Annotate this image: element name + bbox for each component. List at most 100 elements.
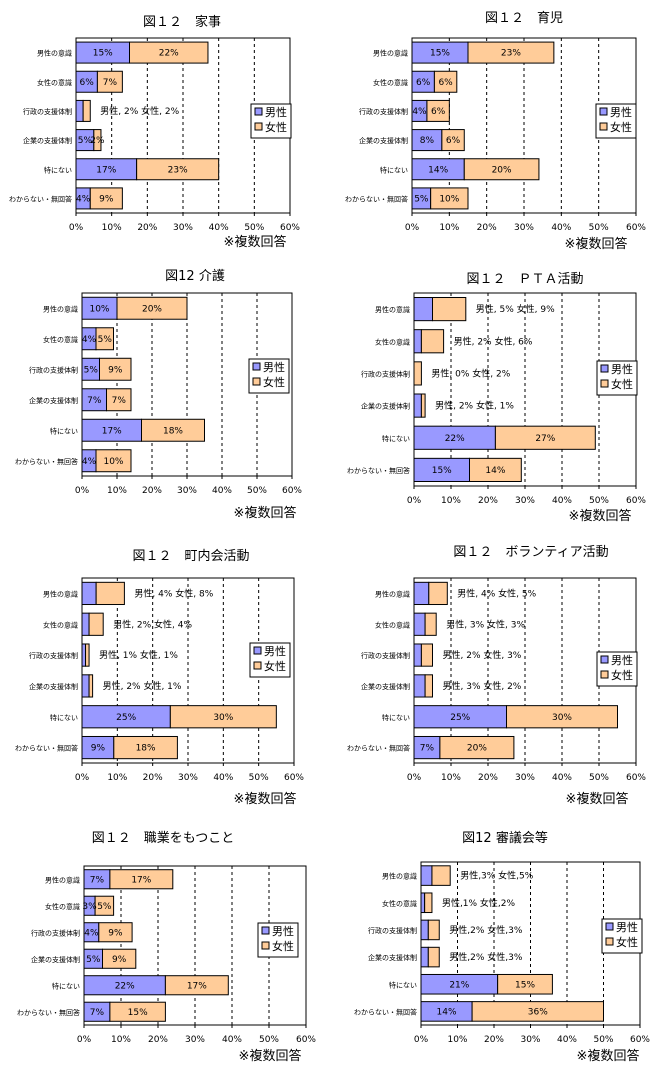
legend-label-male: 男性 bbox=[263, 360, 285, 374]
x-tick-label: 30% bbox=[185, 1035, 205, 1045]
x-tick-label: 60% bbox=[282, 486, 302, 496]
data-label-male: 15% bbox=[93, 49, 113, 59]
annotation-label: 男性, 1% 女性, 1% bbox=[99, 649, 178, 661]
bar-female bbox=[93, 129, 102, 152]
data-label-male: 22% bbox=[445, 434, 465, 444]
data-label-female: 6% bbox=[446, 136, 461, 146]
bar-female bbox=[96, 70, 123, 93]
legend-swatch-female bbox=[600, 670, 609, 679]
bar-female bbox=[141, 418, 205, 442]
bar-male bbox=[420, 865, 433, 886]
category-label: 女性の意識 bbox=[373, 78, 408, 87]
data-label-male: 14% bbox=[428, 165, 448, 175]
bar-male bbox=[413, 674, 426, 698]
data-label-female: 20% bbox=[467, 744, 487, 754]
category-label: わからない・無回答 bbox=[354, 1007, 417, 1016]
annotation-label: 男性, 0% 女性, 2% bbox=[431, 367, 510, 379]
x-tick-label: 20% bbox=[478, 773, 498, 783]
category-label: わからない・無回答 bbox=[15, 457, 78, 466]
legend-label-female: 女性 bbox=[263, 375, 285, 389]
bar-female bbox=[463, 158, 540, 181]
x-tick-label: 30% bbox=[520, 1035, 540, 1045]
category-label: 男性の意識 bbox=[375, 589, 410, 598]
category-label: 特にない bbox=[380, 165, 408, 174]
x-tick-label: 20% bbox=[143, 773, 163, 783]
multiple-answer-note: ※複数回答 bbox=[239, 1048, 302, 1064]
category-label: 女性の意識 bbox=[382, 899, 417, 908]
legend-label-male: 男性 bbox=[616, 920, 638, 934]
data-label-male: 9% bbox=[91, 744, 106, 754]
legend-swatch-female bbox=[261, 941, 270, 950]
category-label: 特にない bbox=[50, 713, 78, 722]
bar-male bbox=[413, 297, 433, 322]
legend-swatch-female bbox=[252, 377, 261, 386]
x-tick-label: 0% bbox=[405, 223, 420, 233]
category-label: 行政の支援体制 bbox=[23, 107, 72, 116]
bar-male bbox=[81, 581, 97, 606]
annotation-label: 男性,2% 女性,3% bbox=[449, 924, 523, 936]
category-label: 行政の支援体制 bbox=[31, 928, 80, 937]
data-label-male: 5% bbox=[414, 194, 429, 204]
bar-female bbox=[95, 581, 125, 606]
x-tick-label: 0% bbox=[414, 1035, 429, 1045]
bar-male bbox=[413, 612, 426, 636]
chart-panel: 図１２ ＰＴＡ活動 0% 10% 20% 30% 40% 50% 60% 男性の意識 男性, 5%… bbox=[347, 272, 646, 524]
category-label: 女性の意識 bbox=[375, 337, 410, 346]
legend-swatch-male bbox=[261, 926, 270, 935]
legend-label-male: 男性 bbox=[610, 105, 632, 119]
data-label-male: 4% bbox=[412, 107, 427, 117]
x-tick-label: 50% bbox=[249, 773, 269, 783]
x-tick-label: 60% bbox=[284, 773, 304, 783]
x-tick-label: 60% bbox=[626, 496, 646, 506]
x-tick-label: 50% bbox=[589, 223, 609, 233]
category-label: 行政の支援体制 bbox=[29, 365, 78, 374]
x-tick-label: 40% bbox=[557, 1035, 577, 1045]
category-label: わからない・無回答 bbox=[347, 466, 410, 475]
bar-female bbox=[129, 41, 209, 64]
x-tick-label: 60% bbox=[296, 1035, 316, 1045]
data-label-male: 4% bbox=[84, 928, 99, 938]
data-label-male: 15% bbox=[432, 466, 452, 476]
data-label-male: 5% bbox=[86, 955, 101, 965]
x-tick-label: 40% bbox=[551, 223, 571, 233]
x-tick-label: 30% bbox=[515, 773, 535, 783]
legend-swatch-male bbox=[599, 107, 608, 116]
bar-female bbox=[506, 705, 618, 729]
data-label-female: 18% bbox=[163, 426, 183, 436]
x-tick-label: 60% bbox=[626, 223, 646, 233]
bar-male bbox=[81, 674, 90, 698]
category-label: 企業の支援体制 bbox=[29, 682, 78, 691]
chart-panel: 図１２ 職業をもつこと 0% 10% 20% 30% 40% 50% 60% 男性の意識 7% 17… bbox=[17, 830, 316, 1064]
chart-title: 図１２ ＰＴＡ活動 bbox=[466, 272, 583, 287]
data-label-male: 14% bbox=[437, 1007, 457, 1017]
bar-female bbox=[424, 612, 437, 636]
bar-female bbox=[432, 297, 467, 322]
x-tick-label: 10% bbox=[107, 773, 127, 783]
legend-label-female: 女性 bbox=[616, 935, 638, 949]
bar-female bbox=[88, 674, 94, 698]
bar-female bbox=[430, 187, 469, 210]
category-label: 女性の意識 bbox=[45, 902, 80, 911]
x-tick-label: 10% bbox=[102, 223, 122, 233]
x-tick-label: 10% bbox=[107, 486, 127, 496]
data-label-female: 23% bbox=[168, 165, 188, 175]
bar-female bbox=[427, 946, 440, 968]
bar-female bbox=[116, 296, 188, 320]
data-label-male: 6% bbox=[416, 78, 431, 88]
legend-swatch-male bbox=[252, 362, 261, 371]
category-label: 企業の支援体制 bbox=[29, 396, 78, 405]
legend-label-female: 女性 bbox=[265, 120, 287, 134]
category-label: 企業の支援体制 bbox=[359, 136, 408, 145]
data-label-male: 5% bbox=[84, 365, 99, 375]
bar-male bbox=[413, 329, 422, 354]
data-label-female: 30% bbox=[552, 713, 572, 723]
chart-panel: 図１２ 町内会活動 0% 10% 20% 30% 40% 50% 60% 男性の意識 男性, 4%… bbox=[15, 548, 304, 807]
data-label-female: 17% bbox=[187, 981, 207, 991]
bar-female bbox=[102, 948, 137, 969]
data-label-male: 21% bbox=[449, 980, 469, 990]
data-label-male: 25% bbox=[450, 713, 470, 723]
chart-title: 図12 審議会等 bbox=[462, 830, 548, 846]
chart-title: 図１２ 職業をもつこと bbox=[92, 830, 234, 846]
